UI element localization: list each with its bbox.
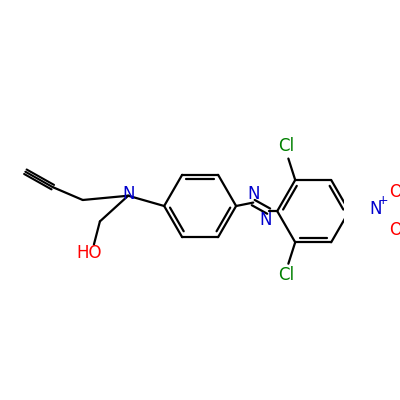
Text: N: N bbox=[370, 200, 382, 218]
Text: O: O bbox=[389, 221, 400, 239]
Text: Cl: Cl bbox=[278, 137, 295, 155]
Text: N: N bbox=[248, 185, 260, 203]
Text: N: N bbox=[122, 185, 134, 203]
Text: Cl: Cl bbox=[278, 266, 295, 284]
Text: O: O bbox=[389, 183, 400, 201]
Text: HO: HO bbox=[77, 244, 102, 262]
Text: N: N bbox=[260, 211, 272, 229]
Text: +: + bbox=[377, 194, 388, 206]
